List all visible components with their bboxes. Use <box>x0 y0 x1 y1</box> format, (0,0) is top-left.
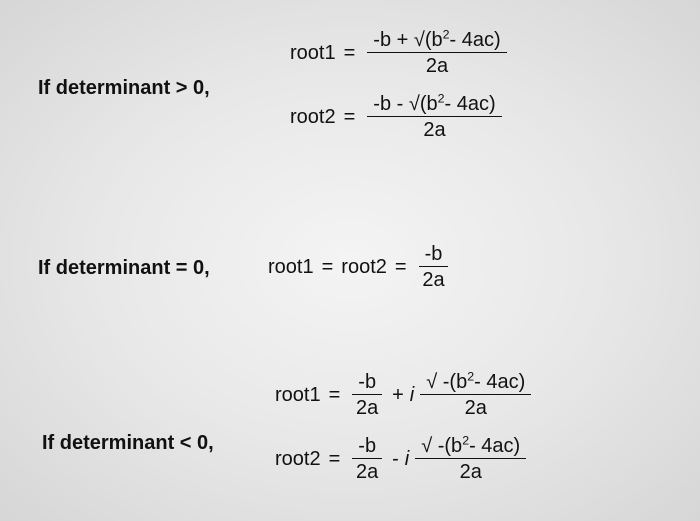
minus-sign: - <box>392 449 399 469</box>
fraction-gt-root1: -b + √(b2- 4ac) 2a <box>367 30 506 76</box>
eq-gt-root1: root1 = -b + √(b2- 4ac) 2a <box>290 30 511 76</box>
equals-sign: = <box>344 43 356 63</box>
equations-gt: root1 = -b + √(b2- 4ac) 2a root2 = -b - … <box>290 30 511 140</box>
eq-eq-root: root1 = root2 = -b 2a <box>268 244 452 290</box>
label-root1: root1 <box>275 385 321 405</box>
eq-lt-root1: root1 = -b 2a + i √ -(b2- 4ac) 2a <box>275 372 535 418</box>
condition-eq-text: If determinant = 0, <box>38 257 210 279</box>
denominator: 2a <box>460 459 482 482</box>
numerator: -b - √(b2- 4ac) <box>367 94 501 117</box>
label-root2: root2 <box>290 107 336 127</box>
numerator: -b + √(b2- 4ac) <box>367 30 506 53</box>
denominator: 2a <box>422 267 444 290</box>
equations-eq: root1 = root2 = -b 2a <box>268 244 452 290</box>
eq-lt-root2: root2 = -b 2a - i √ -(b2- 4ac) 2a <box>275 436 535 482</box>
condition-eq: If determinant = 0, <box>38 257 210 280</box>
equals-sign: = <box>395 257 407 277</box>
numerator: -b <box>352 436 382 459</box>
numerator: -b <box>352 372 382 395</box>
equals-sign: = <box>344 107 356 127</box>
denominator: 2a <box>465 395 487 418</box>
denominator: 2a <box>423 117 445 140</box>
fraction-eq: -b 2a <box>419 244 449 290</box>
fraction-lt-real: -b 2a <box>352 372 382 418</box>
fraction-gt-root2: -b - √(b2- 4ac) 2a <box>367 94 501 140</box>
denominator: 2a <box>356 459 378 482</box>
fraction-lt-real: -b 2a <box>352 436 382 482</box>
label-root2: root2 <box>341 257 387 277</box>
equals-sign: = <box>322 257 334 277</box>
condition-gt: If determinant > 0, <box>38 77 210 100</box>
denominator: 2a <box>426 53 448 76</box>
equals-sign: = <box>329 449 341 469</box>
equations-lt: root1 = -b 2a + i √ -(b2- 4ac) 2a root2 … <box>275 372 535 482</box>
fraction-lt-imag: √ -(b2- 4ac) 2a <box>420 372 531 418</box>
imaginary-unit: i <box>410 385 414 405</box>
label-root1: root1 <box>290 43 336 63</box>
numerator: -b <box>419 244 449 267</box>
plus-sign: + <box>392 385 404 405</box>
condition-lt-text: If determinant < 0, <box>42 432 214 454</box>
condition-lt: If determinant < 0, <box>42 432 214 455</box>
equals-sign: = <box>329 385 341 405</box>
label-root1: root1 <box>268 257 314 277</box>
denominator: 2a <box>356 395 378 418</box>
label-root2: root2 <box>275 449 321 469</box>
condition-gt-text: If determinant > 0, <box>38 77 210 99</box>
numerator: √ -(b2- 4ac) <box>415 436 526 459</box>
imaginary-unit: i <box>405 449 409 469</box>
eq-gt-root2: root2 = -b - √(b2- 4ac) 2a <box>290 94 511 140</box>
fraction-lt-imag: √ -(b2- 4ac) 2a <box>415 436 526 482</box>
numerator: √ -(b2- 4ac) <box>420 372 531 395</box>
